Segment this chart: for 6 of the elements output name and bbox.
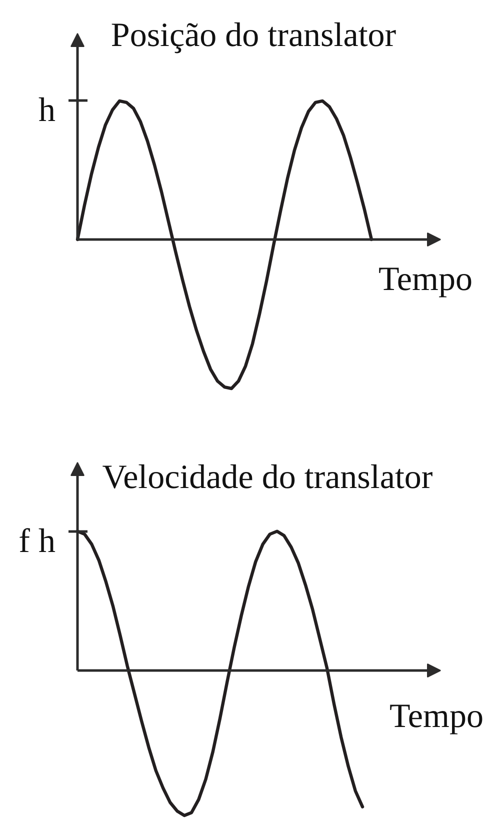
text: f h xyxy=(18,523,56,560)
x-axis-title: Tempo xyxy=(390,698,484,735)
x-axis-title: Tempo xyxy=(378,261,472,298)
text: h xyxy=(38,92,56,129)
chart-title: Posição do translator xyxy=(110,17,397,54)
chart-title: Velocidade do translator xyxy=(102,459,434,496)
